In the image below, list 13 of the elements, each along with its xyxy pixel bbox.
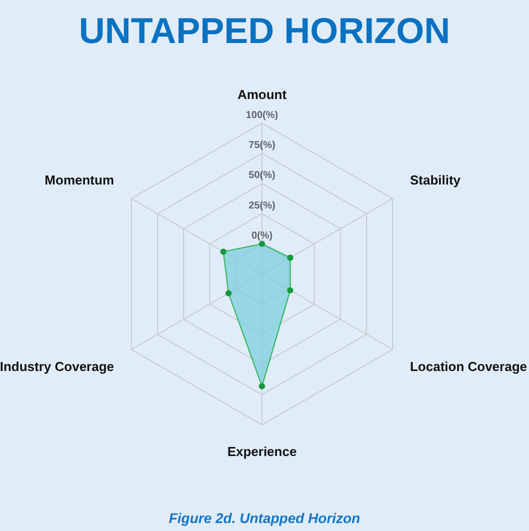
chart-title: UNTAPPED HORIZON [78,10,452,52]
spoke-label: Momentum [44,172,114,188]
spoke-label: Experience [227,444,297,460]
y-tick-label: 0(%) [251,230,273,242]
spoke-label: Location Coverage [410,358,528,374]
y-tick-label: 50(%) [248,170,276,182]
spoke-label: Stability [410,172,462,188]
y-tick-label: 25(%) [248,200,276,212]
spoke-label: Industry Coverage [0,358,114,374]
y-tick-label: 75(%) [248,140,276,152]
caption: Figure 2d. Untapped Horizon [168,510,362,526]
spoke-label: Amount [237,86,288,102]
y-tick-label: 100(%) [246,110,278,121]
